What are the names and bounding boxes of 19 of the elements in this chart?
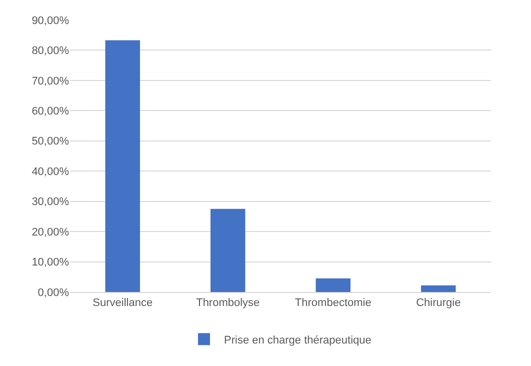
bar (421, 285, 456, 292)
y-tick-label: 90,00% (32, 14, 70, 27)
x-tick-label: Thrombolyse (196, 297, 260, 310)
y-tick-label: 60,00% (32, 106, 70, 118)
bar (105, 40, 140, 292)
y-tick-label: 80,00% (32, 45, 70, 58)
y-tick-label: 0,00% (38, 286, 70, 299)
y-tick-label: 20,00% (32, 226, 70, 238)
x-tick-label: Surveillance (92, 297, 153, 310)
y-tick-label: 50,00% (32, 136, 70, 148)
y-tick-label: 30,00% (32, 196, 70, 208)
y-tick-label: 70,00% (32, 75, 70, 88)
bar (210, 208, 246, 292)
y-tick-label: 10,00% (32, 256, 70, 269)
legend-label: Prise en charge thérapeutique (224, 334, 372, 346)
y-tick-label: 40,00% (32, 166, 70, 178)
bar (316, 278, 350, 292)
x-tick-label: Chirurgie (416, 297, 461, 310)
x-tick-label: Thrombectomie (294, 297, 372, 310)
